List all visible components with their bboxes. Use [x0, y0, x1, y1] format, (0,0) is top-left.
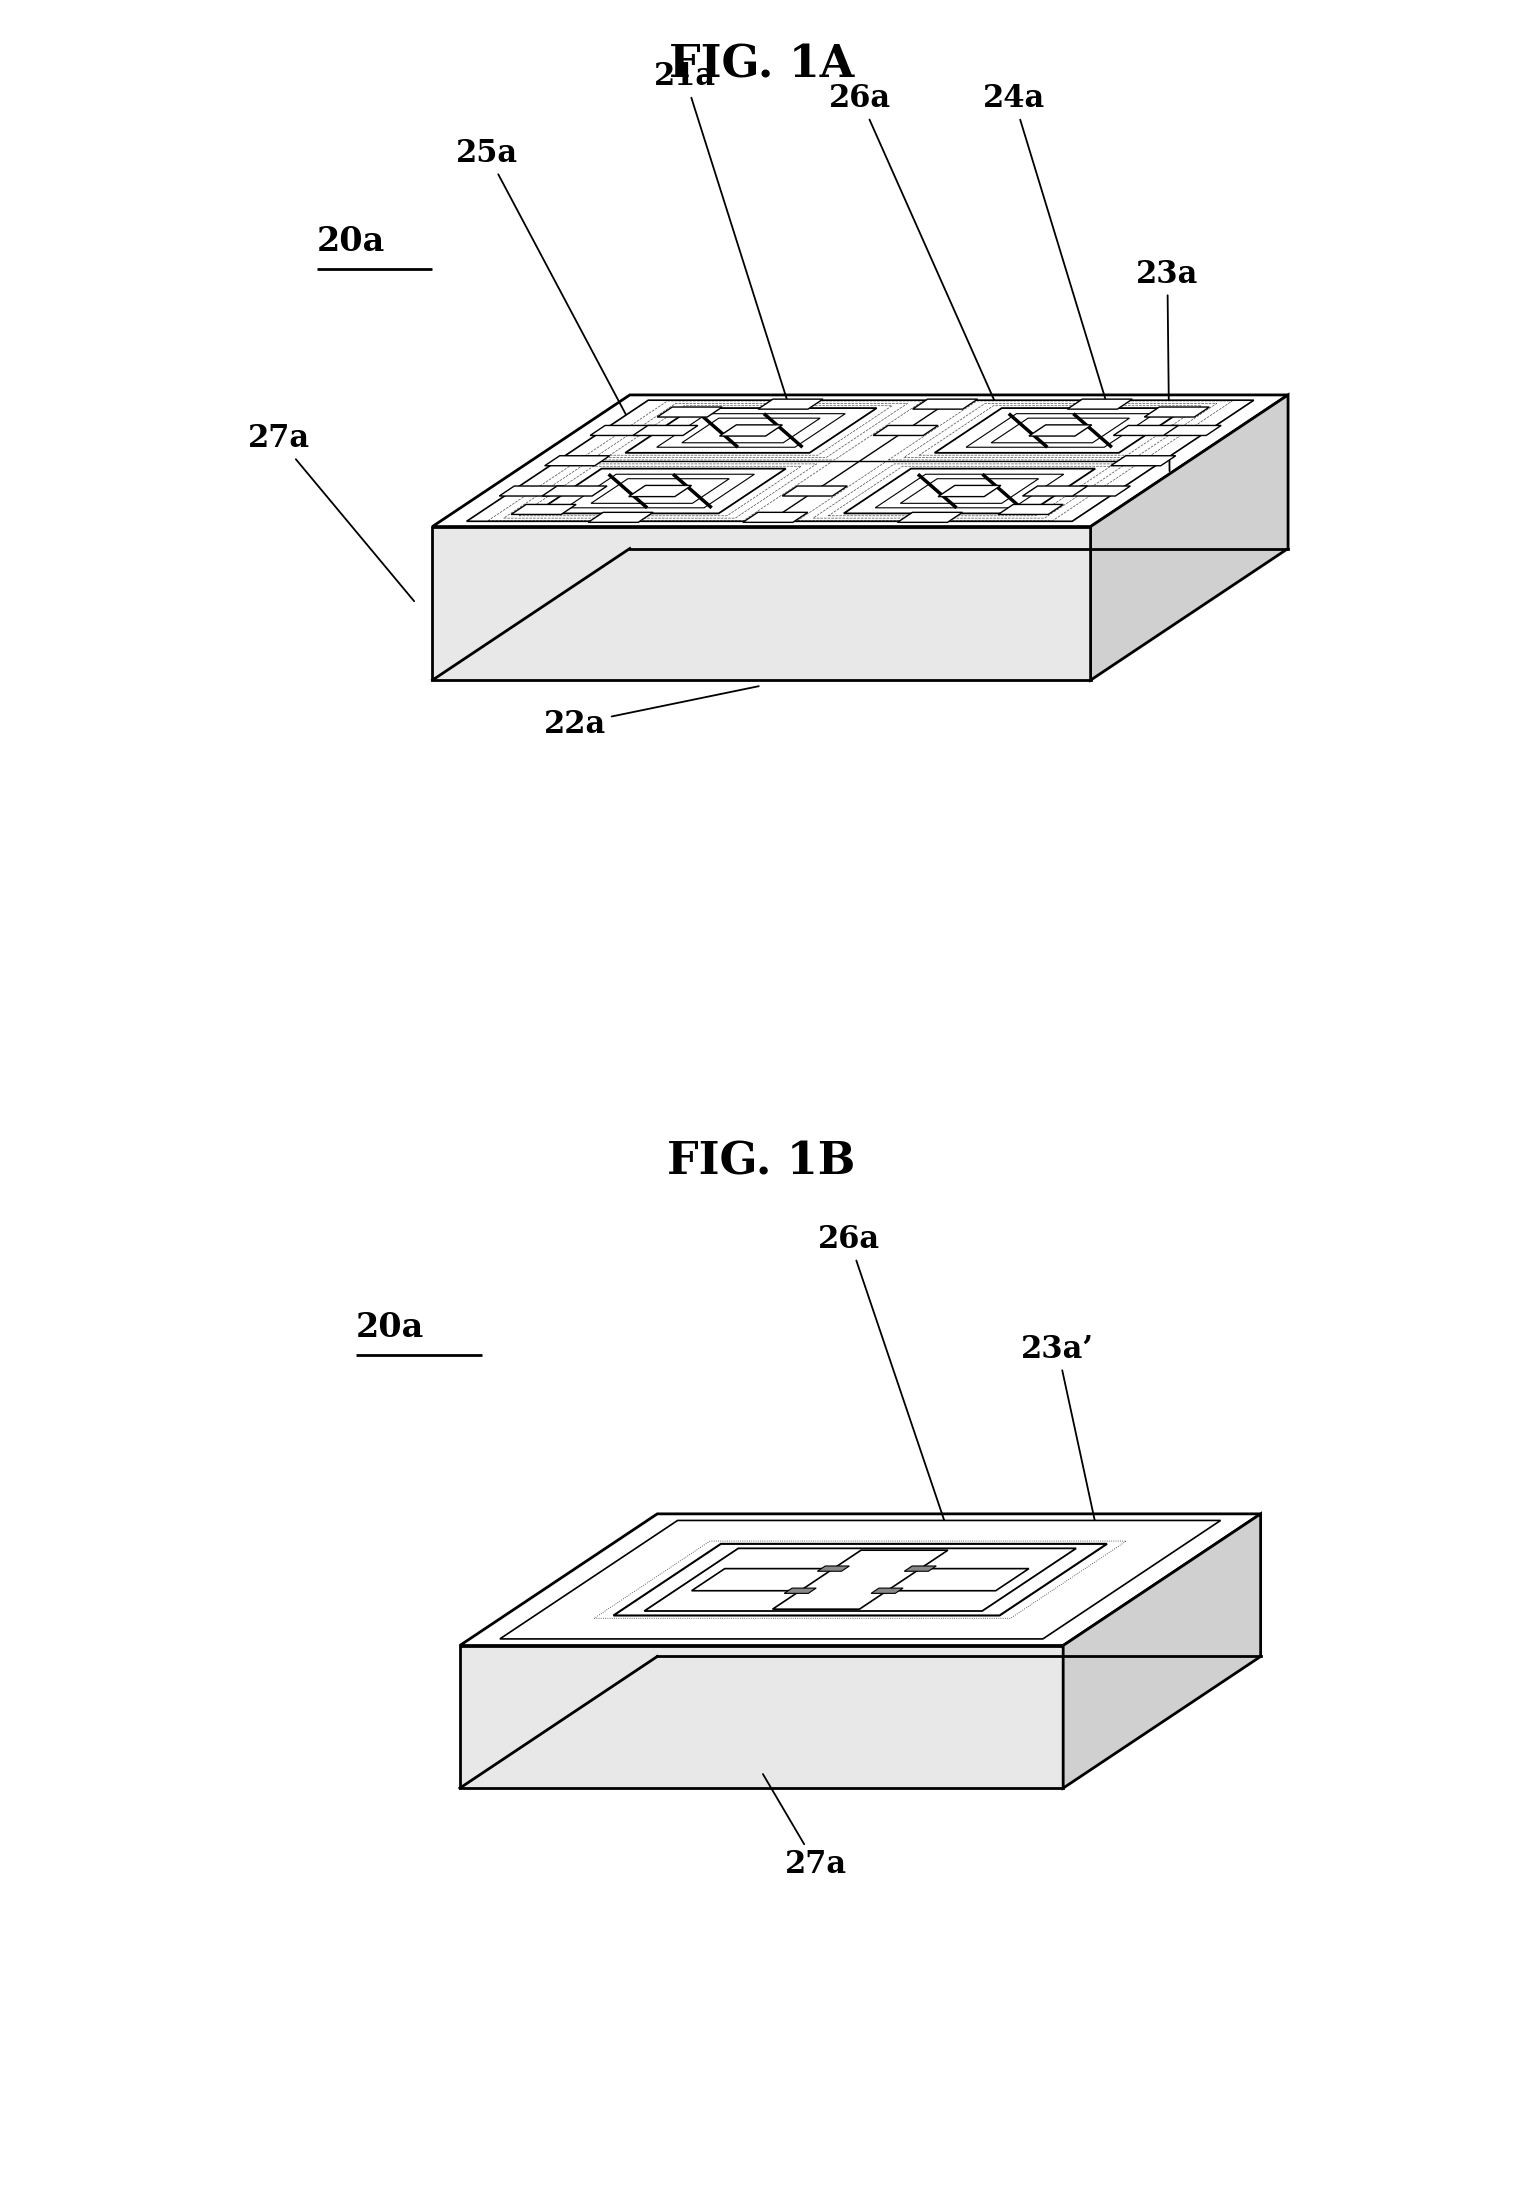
Polygon shape: [871, 1588, 903, 1593]
Polygon shape: [935, 408, 1186, 452]
Polygon shape: [1068, 399, 1132, 408]
Polygon shape: [938, 485, 1001, 496]
Text: 25a: 25a: [457, 138, 635, 432]
Polygon shape: [1030, 426, 1092, 437]
Polygon shape: [1022, 487, 1087, 496]
Polygon shape: [844, 470, 1095, 513]
Polygon shape: [691, 1569, 1030, 1591]
Text: 27a: 27a: [248, 423, 414, 601]
Polygon shape: [873, 426, 938, 434]
Text: 23a’: 23a’: [1022, 1334, 1104, 1567]
Polygon shape: [905, 1567, 937, 1571]
Text: 23a: 23a: [1136, 259, 1199, 472]
Polygon shape: [626, 408, 877, 452]
Polygon shape: [772, 1551, 947, 1608]
Polygon shape: [460, 1514, 1261, 1646]
Polygon shape: [433, 527, 1090, 680]
Polygon shape: [542, 487, 608, 496]
Polygon shape: [589, 426, 655, 434]
Polygon shape: [1113, 426, 1179, 434]
Text: 26a: 26a: [829, 83, 1001, 417]
Polygon shape: [658, 408, 722, 417]
Polygon shape: [998, 505, 1063, 513]
Text: 20a: 20a: [355, 1310, 423, 1345]
Polygon shape: [1065, 487, 1130, 496]
Polygon shape: [500, 1520, 1220, 1639]
Polygon shape: [818, 1567, 850, 1571]
Polygon shape: [634, 426, 698, 434]
Polygon shape: [1144, 408, 1209, 417]
Polygon shape: [1090, 395, 1288, 680]
Polygon shape: [588, 513, 653, 522]
Polygon shape: [784, 1588, 816, 1593]
Polygon shape: [1156, 426, 1221, 434]
Polygon shape: [897, 513, 963, 522]
Text: 24a: 24a: [982, 83, 1112, 421]
Polygon shape: [743, 513, 807, 522]
Polygon shape: [783, 487, 847, 496]
Polygon shape: [500, 487, 565, 496]
Text: 27a: 27a: [763, 1775, 847, 1880]
Polygon shape: [629, 485, 691, 496]
Polygon shape: [535, 470, 786, 513]
Polygon shape: [719, 426, 783, 437]
Text: 21a: 21a: [653, 61, 789, 408]
Polygon shape: [758, 399, 822, 408]
Polygon shape: [545, 456, 609, 465]
Polygon shape: [1063, 1514, 1261, 1788]
Polygon shape: [644, 1549, 1077, 1610]
Polygon shape: [466, 399, 1253, 522]
Text: FIG. 1A: FIG. 1A: [669, 44, 854, 88]
Text: FIG. 1B: FIG. 1B: [667, 1141, 856, 1185]
Polygon shape: [614, 1545, 1107, 1615]
Text: 20a: 20a: [317, 224, 385, 259]
Polygon shape: [460, 1646, 1063, 1788]
Polygon shape: [433, 395, 1288, 527]
Polygon shape: [912, 399, 978, 408]
Polygon shape: [1110, 456, 1176, 465]
Text: 26a: 26a: [818, 1224, 944, 1520]
Text: 22a: 22a: [544, 687, 758, 739]
Polygon shape: [512, 505, 576, 513]
